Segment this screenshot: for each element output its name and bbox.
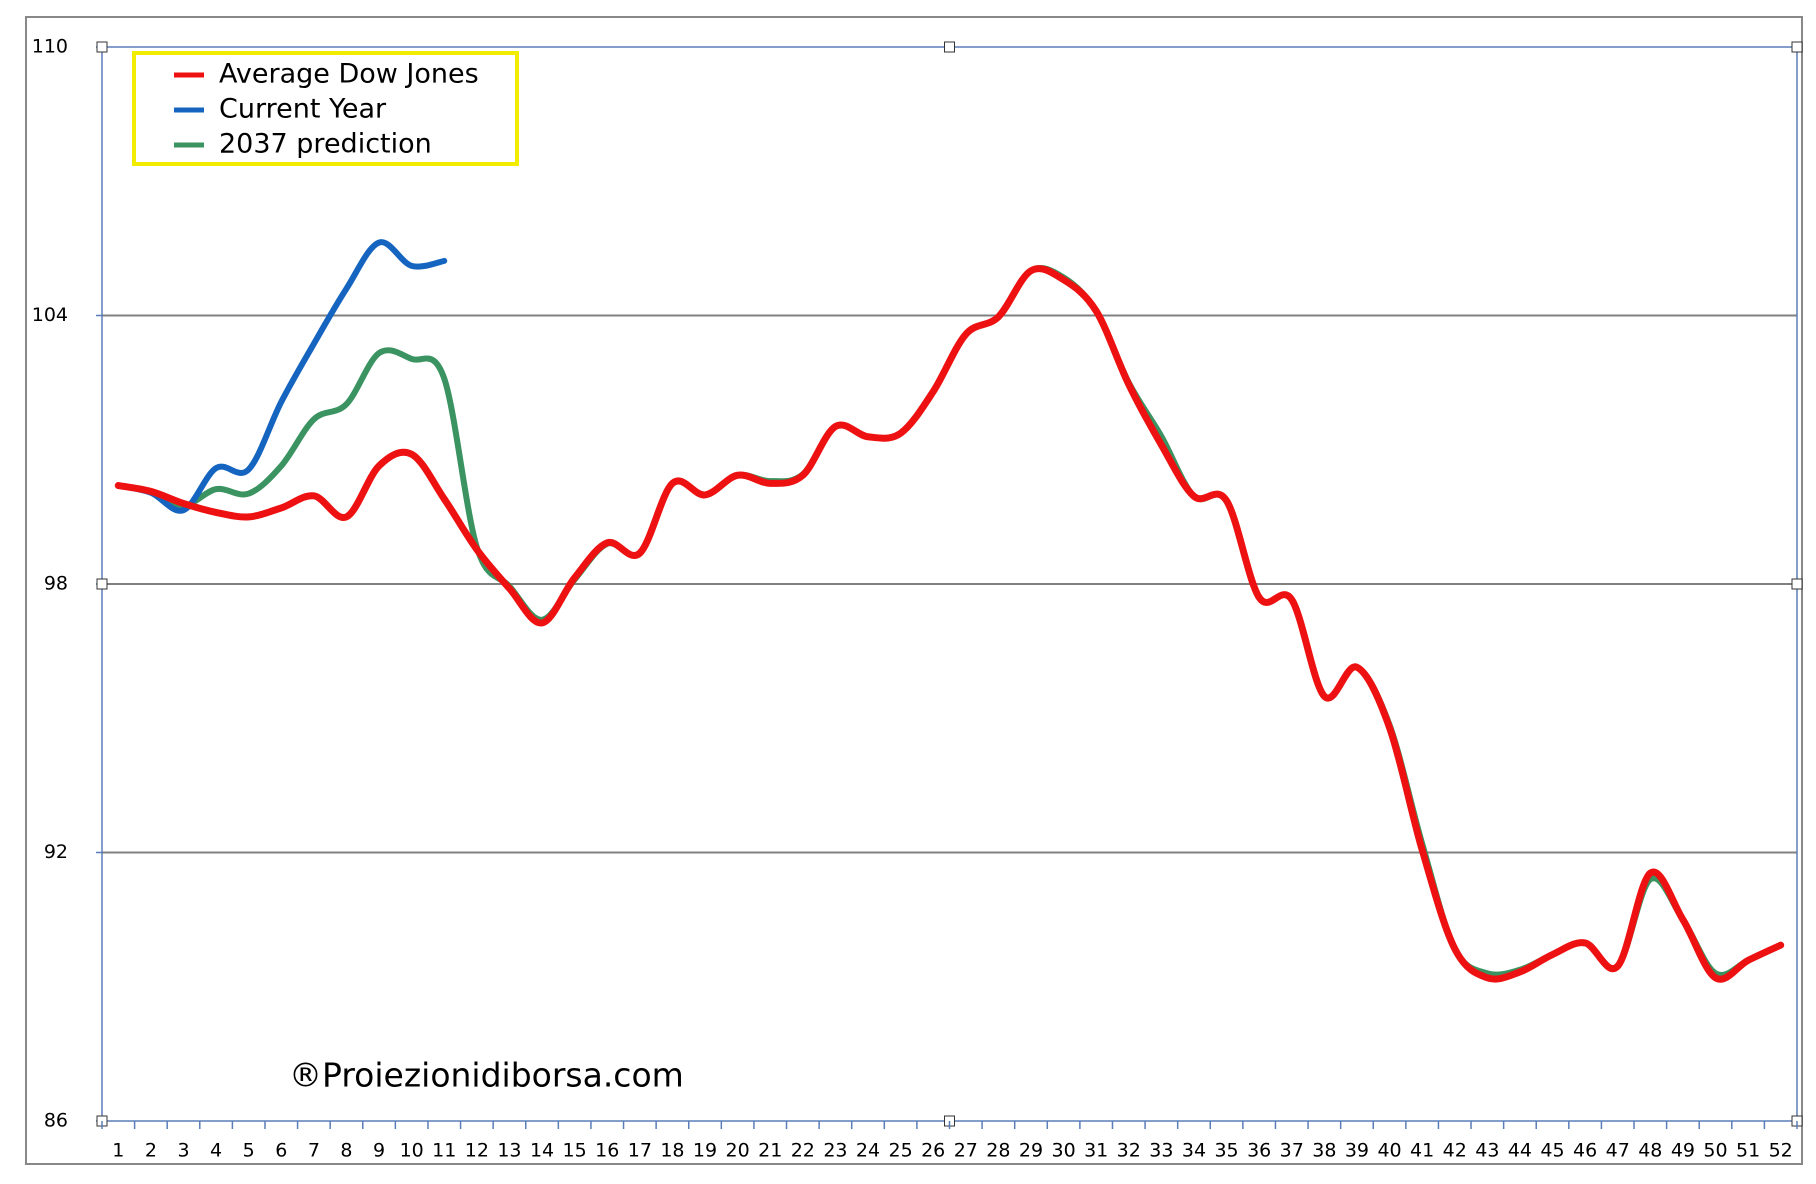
x-tick-label: 21 (758, 1140, 782, 1162)
x-tick-label: 18 (660, 1140, 684, 1162)
legend-label: 2037 prediction (219, 129, 432, 160)
legend-label: Current Year (219, 94, 387, 125)
legend-label: Average Dow Jones (219, 59, 479, 90)
series-line (115, 239, 448, 514)
x-tick-label: 47 (1606, 1140, 1630, 1162)
x-tick-label: 19 (693, 1140, 717, 1162)
x-tick-label: 3 (177, 1140, 189, 1162)
x-tick-label: 25 (889, 1140, 913, 1162)
y-tick-label: 86 (44, 1110, 68, 1132)
x-tick-label: 45 (1540, 1140, 1564, 1162)
x-tick-label: 40 (1377, 1140, 1401, 1162)
x-tick-label: 7 (308, 1140, 320, 1162)
x-tick-label: 2 (145, 1140, 157, 1162)
y-tick-label: 110 (32, 36, 68, 58)
x-tick-label: 36 (1247, 1140, 1271, 1162)
y-tick-label: 92 (44, 841, 68, 863)
x-tick-label: 4 (210, 1140, 222, 1162)
x-tick-label: 39 (1345, 1140, 1369, 1162)
x-tick-label: 46 (1573, 1140, 1597, 1162)
x-tick-label: 44 (1508, 1140, 1532, 1162)
x-tick-label: 52 (1769, 1140, 1793, 1162)
x-tick-label: 14 (530, 1140, 554, 1162)
x-tick-label: 16 (595, 1140, 619, 1162)
selection-handle (1791, 578, 1803, 590)
x-tick-label: 8 (340, 1140, 352, 1162)
x-tick-label: 5 (243, 1140, 255, 1162)
x-tick-label: 30 (1051, 1140, 1075, 1162)
selection-handle (1791, 41, 1803, 53)
x-tick-label: 38 (1312, 1140, 1336, 1162)
x-tick-label: 13 (497, 1140, 521, 1162)
y-tick-label: 104 (32, 304, 68, 326)
x-tick-label: 35 (1214, 1140, 1238, 1162)
x-tick-label: 42 (1443, 1140, 1467, 1162)
x-tick-label: 48 (1638, 1140, 1662, 1162)
x-tick-label: 37 (1280, 1140, 1304, 1162)
selection-handle (944, 41, 955, 53)
x-tick-label: 20 (726, 1140, 750, 1162)
x-tick-label: 6 (275, 1140, 287, 1162)
x-tick-label: 11 (432, 1140, 456, 1162)
x-tick-label: 1 (112, 1140, 124, 1162)
x-tick-label: 28 (986, 1140, 1010, 1162)
watermark: ®Proiezionidiborsa.com (289, 1056, 684, 1095)
x-tick-label: 17 (628, 1140, 652, 1162)
x-tick-label: 43 (1475, 1140, 1499, 1162)
x-tick-label: 26 (921, 1140, 945, 1162)
x-tick-label: 31 (1084, 1140, 1108, 1162)
series-line (115, 265, 1784, 978)
x-tick-label: 32 (1117, 1140, 1141, 1162)
x-tick-label: 41 (1410, 1140, 1434, 1162)
chart-border (25, 16, 1803, 1165)
x-tick-label: 12 (465, 1140, 489, 1162)
x-tick-label: 49 (1671, 1140, 1695, 1162)
selection-handle (96, 578, 108, 590)
x-tick-label: 15 (563, 1140, 587, 1162)
x-tick-label: 23 (823, 1140, 847, 1162)
x-tick-label: 10 (400, 1140, 424, 1162)
x-tick-label: 34 (1182, 1140, 1206, 1162)
selection-handle (96, 41, 108, 53)
x-tick-label: 33 (1149, 1140, 1173, 1162)
x-tick-label: 9 (373, 1140, 385, 1162)
series-line (114, 265, 1785, 983)
x-tick-label: 24 (856, 1140, 880, 1162)
x-tick-label: 50 (1703, 1140, 1727, 1162)
x-tick-label: 51 (1736, 1140, 1760, 1162)
x-tick-label: 27 (954, 1140, 978, 1162)
x-tick-label: 22 (791, 1140, 815, 1162)
y-tick-label: 98 (44, 573, 68, 595)
x-tick-label: 29 (1019, 1140, 1043, 1162)
